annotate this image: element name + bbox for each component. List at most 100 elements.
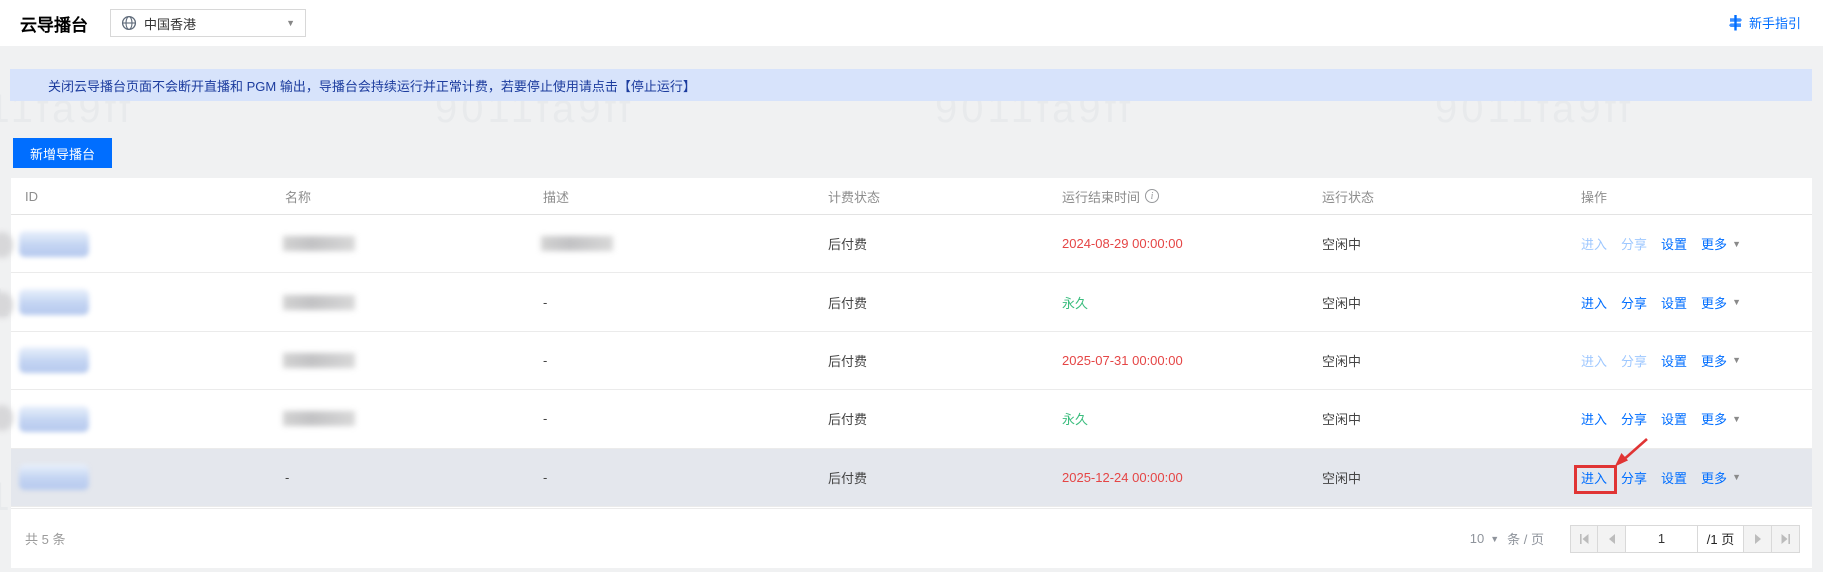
action-link-0[interactable]: 进入 (1581, 412, 1608, 428)
last-page-button[interactable] (1772, 524, 1800, 553)
action-link-1[interactable]: 分享 (1621, 237, 1648, 253)
table-body: 后付费 2024-08-29 00:00:00 空闲中 进入 分享 设置 更多 ▼ - … (11, 215, 1812, 507)
cell-id (19, 289, 285, 316)
first-page-button[interactable] (1570, 524, 1598, 553)
next-page-button[interactable] (1744, 524, 1772, 553)
info-banner: 关闭云导播台页面不会断开直播和 PGM 输出，导播台会持续运行并正常计费，若要停… (10, 69, 1812, 101)
cell-end-time: 2025-07-31 00:00:00 (1062, 353, 1322, 368)
pager-controls: /1 页 (1570, 524, 1800, 553)
action-link-2[interactable]: 设置 (1661, 237, 1688, 253)
table-row: 后付费 2024-08-29 00:00:00 空闲中 进入 分享 设置 更多 ▼ (11, 215, 1812, 274)
action-link-1[interactable]: 分享 (1621, 295, 1648, 311)
cell-actions: 进入 分享 设置 更多 ▼ (1581, 234, 1812, 253)
column-header-actions: 操作 (1581, 189, 1608, 205)
cell-name (283, 411, 543, 427)
cell-billing-status: 后付费 (828, 237, 868, 253)
blurred-id (19, 464, 89, 491)
action-link-3[interactable]: 更多 ▼ (1701, 295, 1741, 311)
action-link-2[interactable]: 设置 (1661, 353, 1688, 369)
beginner-guide-link[interactable]: 新手指引 (1727, 13, 1801, 32)
action-link-0[interactable]: 进入 (1581, 295, 1608, 311)
end-time-value: 2024-08-29 00:00:00 (1062, 236, 1183, 252)
table-header-row: ID 名称 描述 计费状态 运行结束时间 i 运行状态 操作 (11, 178, 1812, 215)
cell-id (19, 347, 285, 374)
blurred-artifact (0, 232, 13, 258)
page-title: 云导播台 (20, 15, 88, 35)
cell-id (19, 464, 285, 491)
region-label: 中国香港 (144, 16, 197, 32)
blurred-name (283, 411, 355, 427)
create-director-button[interactable]: 新增导播台 (13, 138, 113, 168)
end-time-value: 2025-07-31 00:00:00 (1062, 352, 1183, 368)
table-row: - 后付费 永久 空闲中 进入 分享 设置 更多 ▼ (11, 390, 1812, 449)
cell-actions: 进入 分享 设置 更多 ▼ (1581, 351, 1812, 370)
page-size-value: 10 (1469, 531, 1485, 546)
first-page-icon (1579, 533, 1588, 544)
action-link-2[interactable]: 设置 (1661, 412, 1688, 428)
cell-run-status: 空闲中 (1322, 237, 1362, 253)
globe-icon (121, 15, 137, 31)
cell-description: - (543, 411, 548, 427)
top-bar: 云导播台 中国香港 ▼ (0, 0, 1823, 46)
cell-run-status: 空闲中 (1322, 470, 1362, 486)
blurred-description (541, 236, 613, 252)
region-selector[interactable]: 中国香港 ▼ (110, 9, 306, 37)
cell-end-time: 2025-12-24 00:00:00 (1062, 470, 1322, 485)
next-page-icon (1754, 533, 1761, 544)
action-link-2[interactable]: 设置 (1661, 295, 1688, 311)
cell-end-time: 永久 (1062, 409, 1322, 428)
column-header-id: ID (25, 188, 38, 204)
previous-page-button[interactable] (1598, 524, 1626, 553)
info-banner-text: 关闭云导播台页面不会断开直播和 PGM 输出，导播台会持续运行并正常计费，若要停… (48, 78, 696, 94)
cell-run-status: 空闲中 (1322, 353, 1362, 369)
table-row: - 后付费 永久 空闲中 进入 分享 设置 更多 ▼ (11, 273, 1812, 332)
column-header-name: 名称 (285, 189, 312, 205)
action-link-1[interactable]: 分享 (1621, 412, 1648, 428)
page-size-select[interactable]: 10 ▼ 条 / 页 (1470, 529, 1544, 548)
table-row: - 后付费 2025-07-31 00:00:00 空闲中 进入 分享 设置 更多 ▼ (11, 331, 1812, 391)
total-pages-label: /1 页 (1698, 524, 1744, 553)
pagination-bar: 共 5 条 10 ▼ 条 / 页 /1 页 (11, 508, 1812, 568)
per-page-label: 条 / 页 (1507, 532, 1544, 547)
blurred-id (19, 230, 89, 257)
blurred-id (19, 347, 89, 374)
action-link-1[interactable]: 分享 (1621, 470, 1648, 486)
table-row: - - 后付费 2025-12-24 00:00:00 空闲中 进入 分享 设置 更多… (11, 448, 1812, 507)
cell-run-status: 空闲中 (1322, 295, 1362, 311)
column-header-run-status: 运行状态 (1322, 189, 1375, 205)
cell-billing-status: 后付费 (828, 353, 868, 369)
page-number-input[interactable] (1626, 524, 1698, 553)
action-link-2[interactable]: 设置 (1661, 470, 1688, 486)
cell-description: - (543, 352, 548, 368)
cell-description: - (543, 294, 548, 310)
chevron-down-icon: ▼ (1732, 238, 1741, 249)
end-time-value: 永久 (1062, 295, 1089, 311)
action-link-3[interactable]: 更多 ▼ (1701, 237, 1741, 253)
guide-link-label: 新手指引 (1748, 16, 1801, 31)
chevron-down-icon: ▼ (1490, 533, 1500, 544)
last-page-icon (1781, 533, 1790, 544)
total-count-label: 共 5 条 (25, 532, 66, 547)
column-header-end-time: 运行结束时间 i (1062, 187, 1322, 206)
action-link-0[interactable]: 进入 (1581, 470, 1608, 486)
column-header-billing-status: 计费状态 (828, 189, 881, 205)
action-link-0[interactable]: 进入 (1581, 237, 1608, 253)
action-link-1[interactable]: 分享 (1621, 353, 1648, 369)
action-link-0[interactable]: 进入 (1581, 353, 1608, 369)
cell-id (19, 405, 285, 432)
cell-name: - (285, 469, 290, 485)
action-link-3[interactable]: 更多 ▼ (1701, 353, 1741, 369)
info-icon[interactable]: i (1145, 189, 1160, 203)
chevron-down-icon: ▼ (1732, 413, 1741, 424)
blurred-artifact (0, 292, 13, 318)
action-link-3[interactable]: 更多 ▼ (1701, 412, 1741, 428)
chevron-down-icon: ▼ (1732, 355, 1741, 366)
blurred-id (19, 289, 89, 316)
cell-billing-status: 后付费 (828, 295, 868, 311)
action-link-3[interactable]: 更多 ▼ (1701, 470, 1741, 486)
cell-actions: 进入 分享 设置 更多 ▼ (1581, 293, 1812, 312)
cell-billing-status: 后付费 (828, 470, 868, 486)
director-table-card: ID 名称 描述 计费状态 运行结束时间 i 运行状态 操作 后付费 2024-… (11, 178, 1812, 568)
cell-name (283, 236, 543, 252)
